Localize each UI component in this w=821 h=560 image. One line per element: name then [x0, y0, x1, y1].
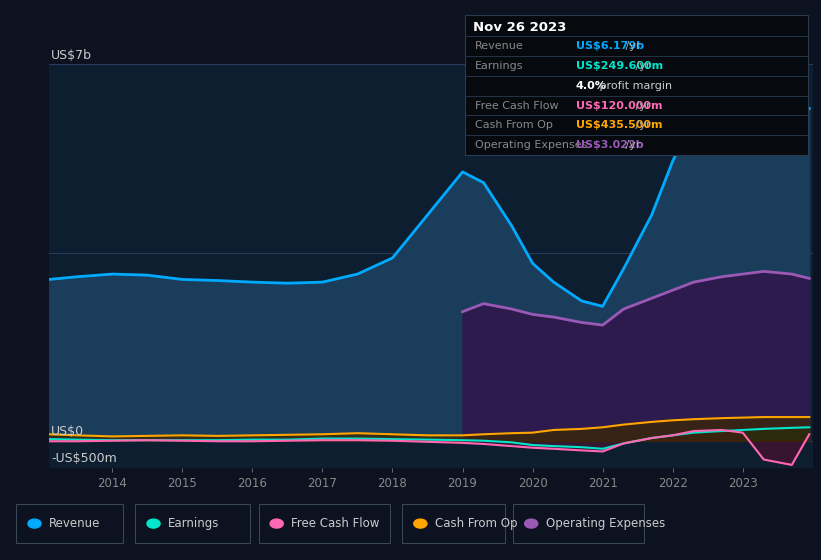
Text: US$0: US$0: [51, 425, 84, 438]
Text: -US$500m: -US$500m: [51, 452, 117, 465]
Text: 4.0%: 4.0%: [576, 81, 607, 91]
Text: Earnings: Earnings: [475, 61, 523, 71]
Text: Operating Expenses: Operating Expenses: [546, 517, 665, 530]
Text: US$435.500m: US$435.500m: [576, 120, 663, 130]
Text: US$3.022b: US$3.022b: [576, 140, 644, 150]
Text: /yr: /yr: [632, 120, 650, 130]
Text: /yr: /yr: [632, 101, 650, 110]
Text: Revenue: Revenue: [49, 517, 101, 530]
Text: /yr: /yr: [621, 140, 640, 150]
Text: Nov 26 2023: Nov 26 2023: [473, 21, 566, 34]
Text: /yr: /yr: [632, 61, 650, 71]
Text: Free Cash Flow: Free Cash Flow: [475, 101, 558, 110]
Text: /yr: /yr: [621, 41, 640, 51]
Text: US$249.600m: US$249.600m: [576, 61, 663, 71]
Text: Revenue: Revenue: [475, 41, 524, 51]
Text: Earnings: Earnings: [168, 517, 220, 530]
Text: profit margin: profit margin: [596, 81, 672, 91]
Text: Cash From Op: Cash From Op: [475, 120, 553, 130]
Text: Free Cash Flow: Free Cash Flow: [291, 517, 380, 530]
Text: US$7b: US$7b: [51, 49, 92, 62]
Text: US$120.000m: US$120.000m: [576, 101, 663, 110]
Text: Cash From Op: Cash From Op: [435, 517, 517, 530]
Text: Operating Expenses: Operating Expenses: [475, 140, 587, 150]
Text: US$6.179b: US$6.179b: [576, 41, 644, 51]
